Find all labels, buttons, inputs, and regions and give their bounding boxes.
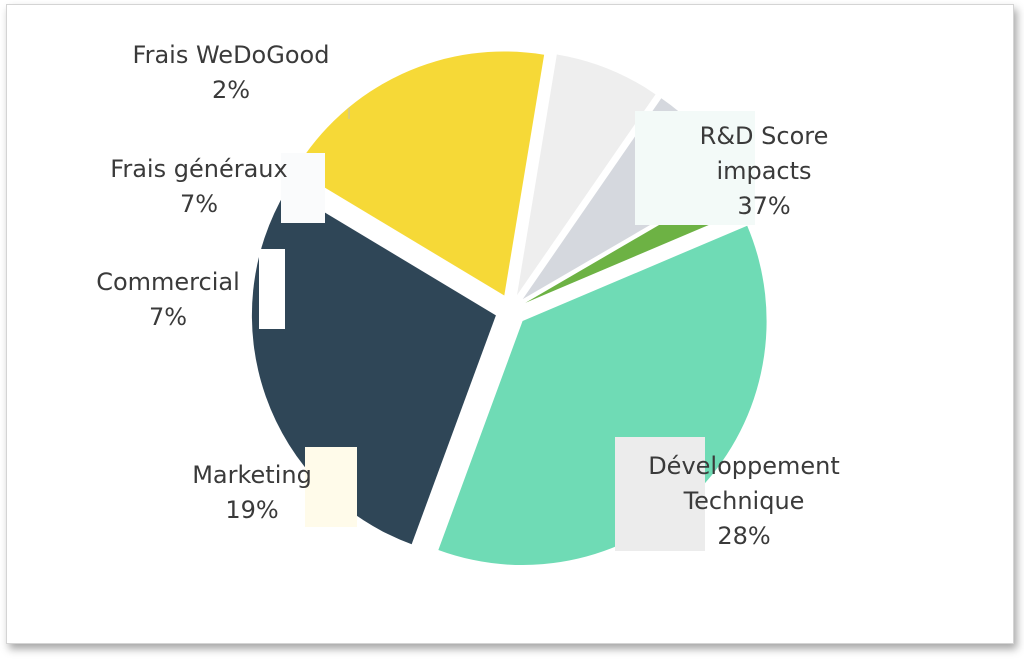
- slice-name: R&D Score: [700, 122, 829, 150]
- slice-percent: 19%: [225, 496, 278, 524]
- slice-name: Développement: [648, 452, 840, 480]
- slice-label: Frais WeDoGood 2%: [133, 41, 330, 104]
- slice-percent: 7%: [149, 303, 187, 331]
- label-box: [635, 111, 755, 225]
- label-box: [259, 249, 285, 329]
- chart-card: R&D Score impacts 37% Développement Techniqu…: [6, 4, 1014, 644]
- pie-labels: R&D Score impacts 37% Développement Techniqu…: [96, 41, 840, 550]
- slice-percent: 7%: [180, 190, 218, 218]
- slice-percent: 28%: [717, 522, 770, 550]
- slice-label: Marketing 19%: [192, 461, 312, 524]
- slice-name: Frais généraux: [110, 155, 287, 183]
- label-box: [615, 437, 705, 551]
- slice-name: Technique: [683, 487, 805, 515]
- pie-slice-marketing: [295, 51, 545, 296]
- slice-name: Commercial: [96, 268, 240, 296]
- label-box: [281, 153, 325, 223]
- slice-percent: 37%: [737, 192, 790, 220]
- slice-name: Marketing: [192, 461, 312, 489]
- label-box: [305, 447, 357, 527]
- slice-label: Frais généraux 7%: [110, 155, 287, 218]
- pie-slice-commercial: [516, 54, 656, 296]
- slice-label: Développement Technique 28%: [648, 452, 840, 550]
- pie-chart: R&D Score impacts 37% Développement Techniqu…: [96, 41, 840, 566]
- slice-percent: 2%: [212, 76, 250, 104]
- slice-name: impacts: [716, 157, 811, 185]
- slice-name: Frais WeDoGood: [133, 41, 330, 69]
- slice-label: R&D Score impacts 37%: [700, 122, 829, 220]
- slice-label: Commercial 7%: [96, 268, 240, 331]
- label-boxes: [259, 111, 755, 551]
